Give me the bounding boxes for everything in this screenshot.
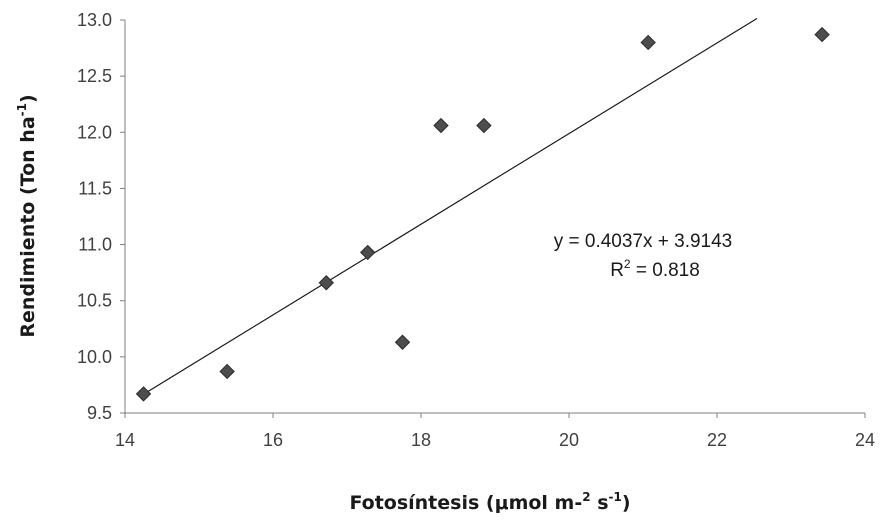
y-tick-label: 10.5 xyxy=(77,291,112,311)
data-point xyxy=(814,26,830,43)
x-axis-title: Fotosíntesis (μmol m-2 s-1) xyxy=(349,490,630,514)
trendline xyxy=(143,17,758,395)
plot-area xyxy=(124,20,865,414)
y-tick-label: 12.5 xyxy=(77,66,112,86)
x-tick-label: 16 xyxy=(263,430,283,450)
y-axis-title-main: Rendimiento (Ton ha xyxy=(17,116,39,337)
r-squared-sup: 2 xyxy=(624,257,631,271)
regression-equation: y = 0.4037x + 3.9143 xyxy=(554,231,733,252)
r-squared-label: R2 = 0.818 xyxy=(610,257,700,281)
y-tick-label: 12.0 xyxy=(77,122,112,142)
x-tick-label: 20 xyxy=(559,430,579,450)
data-point xyxy=(318,275,334,291)
x-tick-label: 24 xyxy=(855,430,875,450)
x-axis-title-sup2: -1 xyxy=(609,490,622,504)
x-tick-label: 14 xyxy=(115,430,135,450)
data-point xyxy=(360,244,376,261)
r-squared-rest: = 0.818 xyxy=(631,260,700,281)
trendline-group xyxy=(143,17,758,395)
data-point xyxy=(135,386,152,402)
data-points xyxy=(135,26,830,402)
r-squared-prefix: R xyxy=(610,260,624,281)
data-point xyxy=(640,34,656,51)
y-axis-title-end: ) xyxy=(17,94,39,103)
y-tick-label: 9.5 xyxy=(87,403,112,423)
data-point xyxy=(394,334,411,350)
y-axis-title-sup: -1 xyxy=(15,103,29,116)
x-axis-ticks: 14 16 18 20 22 24 xyxy=(115,413,875,450)
x-axis-title-main: Fotosíntesis (μmol m- xyxy=(349,492,582,514)
y-tick-label: 11.0 xyxy=(78,235,112,255)
data-point xyxy=(219,363,235,380)
x-axis-title-mid: s xyxy=(591,492,609,514)
y-axis-ticks: 9.5 10.0 10.5 11.0 11.5 12.0 12.5 13.0 xyxy=(77,10,125,423)
y-tick-label: 10.0 xyxy=(77,347,112,367)
x-axis-title-end: ) xyxy=(622,492,631,514)
x-tick-label: 18 xyxy=(411,430,431,450)
data-point xyxy=(433,117,449,134)
x-axis-title-sup1: 2 xyxy=(582,490,590,504)
x-tick-label: 22 xyxy=(707,430,727,450)
y-tick-label: 11.5 xyxy=(78,178,112,198)
y-axis-title: Rendimiento (Ton ha-1) xyxy=(15,94,39,337)
y-tick-label: 13.0 xyxy=(77,10,112,30)
data-point xyxy=(476,117,492,134)
